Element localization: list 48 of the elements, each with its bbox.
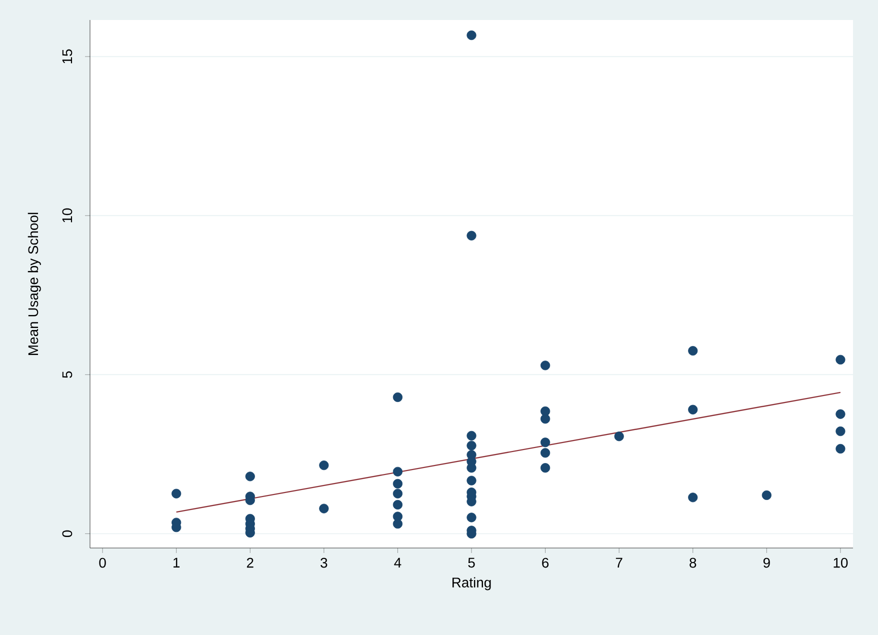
point: [392, 488, 403, 498]
point: [540, 448, 550, 458]
point: [466, 512, 476, 522]
x-tick-label: 4: [394, 558, 402, 568]
point: [319, 504, 329, 514]
x-tick-label: 5: [468, 558, 475, 568]
x-tick-label: 8: [690, 558, 696, 568]
x-tick-label: 7: [616, 558, 622, 568]
point: [688, 404, 698, 414]
point: [836, 409, 846, 419]
point: [688, 346, 698, 356]
x-tick-label: 3: [320, 558, 328, 568]
point: [392, 392, 403, 402]
x-tick-label: 6: [542, 558, 549, 568]
point: [836, 426, 846, 436]
point: [392, 519, 403, 529]
x-tick-label: 1: [174, 558, 180, 568]
point: [466, 440, 476, 450]
point: [540, 414, 550, 424]
point: [836, 444, 846, 454]
y-tick-label: 5: [62, 371, 72, 378]
x-tick-label: 9: [763, 558, 770, 568]
point: [540, 360, 550, 370]
y-tick-label: 15: [62, 49, 72, 64]
point: [466, 430, 476, 441]
point: [466, 463, 476, 473]
point: [540, 438, 550, 448]
point: [466, 230, 476, 240]
y-axis-title: Mean Usage by School: [28, 212, 41, 355]
point: [466, 476, 476, 486]
point: [319, 460, 329, 470]
x-tick-label: 2: [246, 558, 254, 568]
point: [392, 466, 403, 476]
x-tick-label: 0: [99, 558, 106, 568]
y-tick-label: 0: [62, 530, 72, 538]
x-axis-title: Rating: [452, 577, 491, 590]
point: [172, 488, 182, 498]
x-tick-label: 10: [834, 558, 848, 568]
point: [540, 463, 550, 473]
point: [614, 432, 624, 442]
point: [762, 490, 772, 500]
point: [245, 472, 255, 482]
y-tick-label: 10: [62, 208, 72, 222]
point: [466, 30, 476, 40]
point: [688, 492, 698, 502]
point: [392, 500, 403, 510]
point: [392, 478, 403, 489]
point: [836, 354, 846, 364]
